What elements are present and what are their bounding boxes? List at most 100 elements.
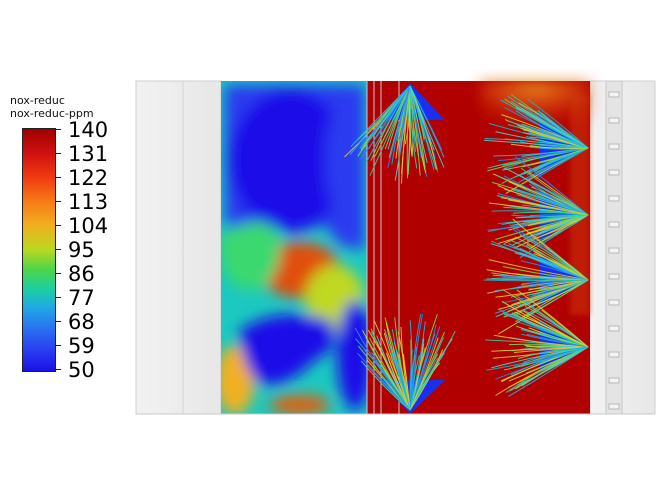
streamline <box>409 85 418 169</box>
streamline <box>409 349 444 411</box>
tick-mark <box>55 201 61 202</box>
streamline <box>541 309 589 348</box>
streamline <box>526 333 589 348</box>
tick-mark <box>55 369 61 370</box>
streamline <box>397 331 411 411</box>
streamline <box>385 352 411 411</box>
tick-label: 68 <box>68 310 95 334</box>
streamline <box>515 107 589 149</box>
tick-mark <box>55 249 61 250</box>
streamline <box>502 147 589 171</box>
streamline <box>493 334 589 348</box>
streamline <box>355 338 411 411</box>
rivet <box>608 247 620 254</box>
streamline <box>372 85 411 137</box>
tick-label: 113 <box>68 190 109 214</box>
streamline <box>501 300 589 348</box>
streamline <box>515 156 589 216</box>
streamline <box>409 337 439 411</box>
streamline <box>526 279 589 317</box>
streamline <box>486 278 589 281</box>
tick-mark <box>55 225 61 226</box>
tick-label: 140 <box>68 118 109 142</box>
left-wall <box>135 80 222 415</box>
streamline <box>360 360 411 411</box>
streamline <box>508 243 589 281</box>
streamline <box>398 85 411 161</box>
rivet <box>608 221 620 228</box>
tick-mark <box>55 177 61 178</box>
streamline <box>383 332 411 411</box>
tick-label: 122 <box>68 166 109 190</box>
tick-mark <box>55 297 61 298</box>
streamline <box>527 98 589 149</box>
streamline <box>491 346 589 352</box>
streamline <box>503 206 589 216</box>
rivet <box>608 273 620 280</box>
streamline <box>409 85 435 151</box>
legend-title: nox-reduc <box>10 94 65 107</box>
rivet <box>608 91 620 98</box>
streamline <box>409 85 445 158</box>
streamline <box>512 218 589 281</box>
streamline <box>486 269 589 281</box>
streamline <box>510 346 589 376</box>
streamline <box>409 321 426 411</box>
streamline <box>533 214 589 243</box>
streamline <box>409 313 423 411</box>
streamline <box>508 199 589 216</box>
rivet <box>608 325 620 332</box>
rivet <box>608 377 620 384</box>
streamline <box>508 346 589 397</box>
rivet <box>608 117 620 124</box>
tick-label: 59 <box>68 334 95 358</box>
streamline <box>409 85 416 152</box>
streamline <box>509 346 589 392</box>
streamline <box>515 188 589 216</box>
tick-mark <box>55 129 61 130</box>
streamline <box>409 324 437 411</box>
rivet <box>608 169 620 176</box>
tick-label: 131 <box>68 142 109 166</box>
streamline <box>527 214 589 241</box>
streamline <box>409 85 426 168</box>
streamline <box>374 85 411 157</box>
streamline <box>359 85 411 160</box>
streamline <box>516 279 589 316</box>
streamline <box>488 259 589 281</box>
wall-rivets <box>608 91 620 410</box>
streamline <box>505 214 589 224</box>
streamline <box>495 214 589 240</box>
tick-label: 95 <box>68 238 95 262</box>
streamline <box>505 346 589 393</box>
streamline <box>391 328 411 411</box>
streamline <box>529 145 589 149</box>
streamline <box>529 346 589 355</box>
tick-mark <box>55 321 61 322</box>
legend-subtitle: nox-reduc-ppm <box>10 107 94 120</box>
streamline <box>495 279 589 298</box>
tick-mark <box>55 273 61 274</box>
streamline <box>520 167 589 216</box>
tick-mark <box>55 153 61 154</box>
streamline <box>493 147 589 157</box>
left-contour-region <box>221 81 367 414</box>
tick-label: 86 <box>68 262 95 286</box>
rivet <box>608 351 620 358</box>
rivet <box>608 403 620 410</box>
streamline <box>495 131 589 149</box>
rivet <box>608 195 620 202</box>
streamline <box>506 120 589 149</box>
streamline <box>518 147 589 183</box>
tick-mark <box>55 345 61 346</box>
streamline <box>525 113 589 149</box>
streamline <box>515 279 589 322</box>
rivet <box>608 299 620 306</box>
tick-label: 50 <box>68 358 95 382</box>
tick-label: 77 <box>68 286 95 310</box>
streamline <box>354 327 411 411</box>
tick-label: 104 <box>68 214 109 238</box>
streamline <box>349 85 411 156</box>
colorbar <box>22 128 56 372</box>
